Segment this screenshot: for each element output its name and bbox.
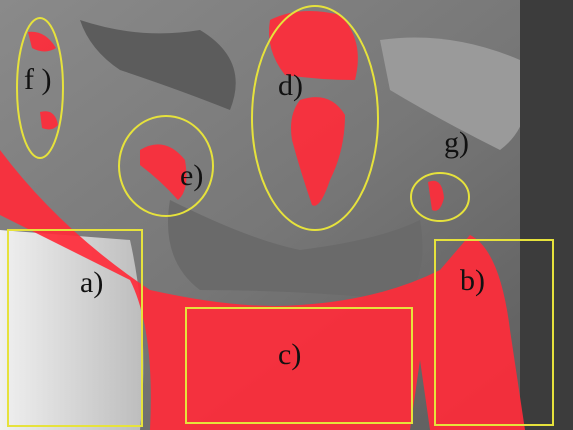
bone xyxy=(0,230,143,430)
label: c) xyxy=(278,338,301,371)
label: f ) xyxy=(24,63,51,96)
label: d) xyxy=(278,69,303,102)
scan-image: f ) d) e) g) a) b) c) xyxy=(0,0,573,430)
label: e) xyxy=(180,159,203,192)
label: b) xyxy=(460,264,485,297)
label: g) xyxy=(444,126,469,159)
label: a) xyxy=(80,266,103,299)
tissue xyxy=(520,0,573,430)
